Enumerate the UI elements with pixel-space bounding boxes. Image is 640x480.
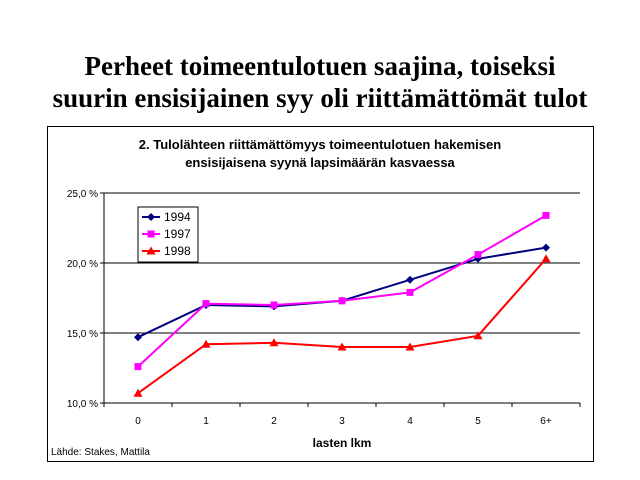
data-point-1998 [473,331,483,340]
chart-title-line-2: ensisijaisena syynä lapsimäärän kasvaess… [185,155,455,170]
data-point-1994 [542,243,550,252]
series-line-1994 [137,246,547,339]
data-point-1998 [133,388,143,397]
slide-title: Perheet toimeentulotuen saajina, toiseks… [0,50,640,114]
chart-frame: 2. Tulolähteen riittämättömyys toimeentu… [47,126,594,462]
data-point-1997 [406,288,414,296]
data-point-1997 [134,363,142,371]
data-point-1998 [337,342,347,351]
chart-title-line-1: 2. Tulolähteen riittämättömyys toimeentu… [139,137,501,152]
data-point-1998 [541,254,551,263]
slide-title-line-2: suurin ensisijainen syy oli riittämättöm… [52,83,588,113]
data-point-1997 [474,251,482,259]
y-tick-label: 15,0 % [67,329,98,340]
data-point-1998 [201,339,211,348]
x-tick-label: 6+ [540,416,552,427]
x-tick-label: 0 [135,416,141,427]
y-tick-label: 25,0 % [67,189,98,200]
slide-title-line-1: Perheet toimeentulotuen saajina, toiseks… [84,51,556,81]
data-point-1994 [406,275,414,284]
data-point-1997 [270,301,278,309]
series-line-1998 [137,258,547,395]
legend-marker-1997 [147,230,155,238]
data-point-1994 [134,333,142,342]
x-tick-label: 1 [203,416,209,427]
data-point-1998 [269,338,279,347]
data-point-1997 [202,300,210,308]
y-tick-label: 10,0 % [67,399,98,410]
source-note: Lähde: Stakes, Mattila [51,447,150,458]
legend-marker-1998 [146,246,156,255]
data-point-1997 [338,297,346,305]
line-chart: 2. Tulolähteen riittämättömyys toimeentu… [67,137,581,450]
data-point-1998 [405,342,415,351]
data-point-1997 [542,211,550,219]
legend-marker-1994 [147,213,155,221]
y-tick-label: 20,0 % [67,259,98,270]
legend-label-1997: 1997 [164,227,191,241]
legend-label-1994: 1994 [164,210,191,224]
x-tick-label: 2 [271,416,277,427]
x-tick-label: 3 [339,416,345,427]
x-tick-label: 4 [407,416,413,427]
x-tick-label: 5 [475,416,481,427]
legend-label-1998: 1998 [164,244,191,258]
x-axis-label: lasten lkm [313,436,372,450]
